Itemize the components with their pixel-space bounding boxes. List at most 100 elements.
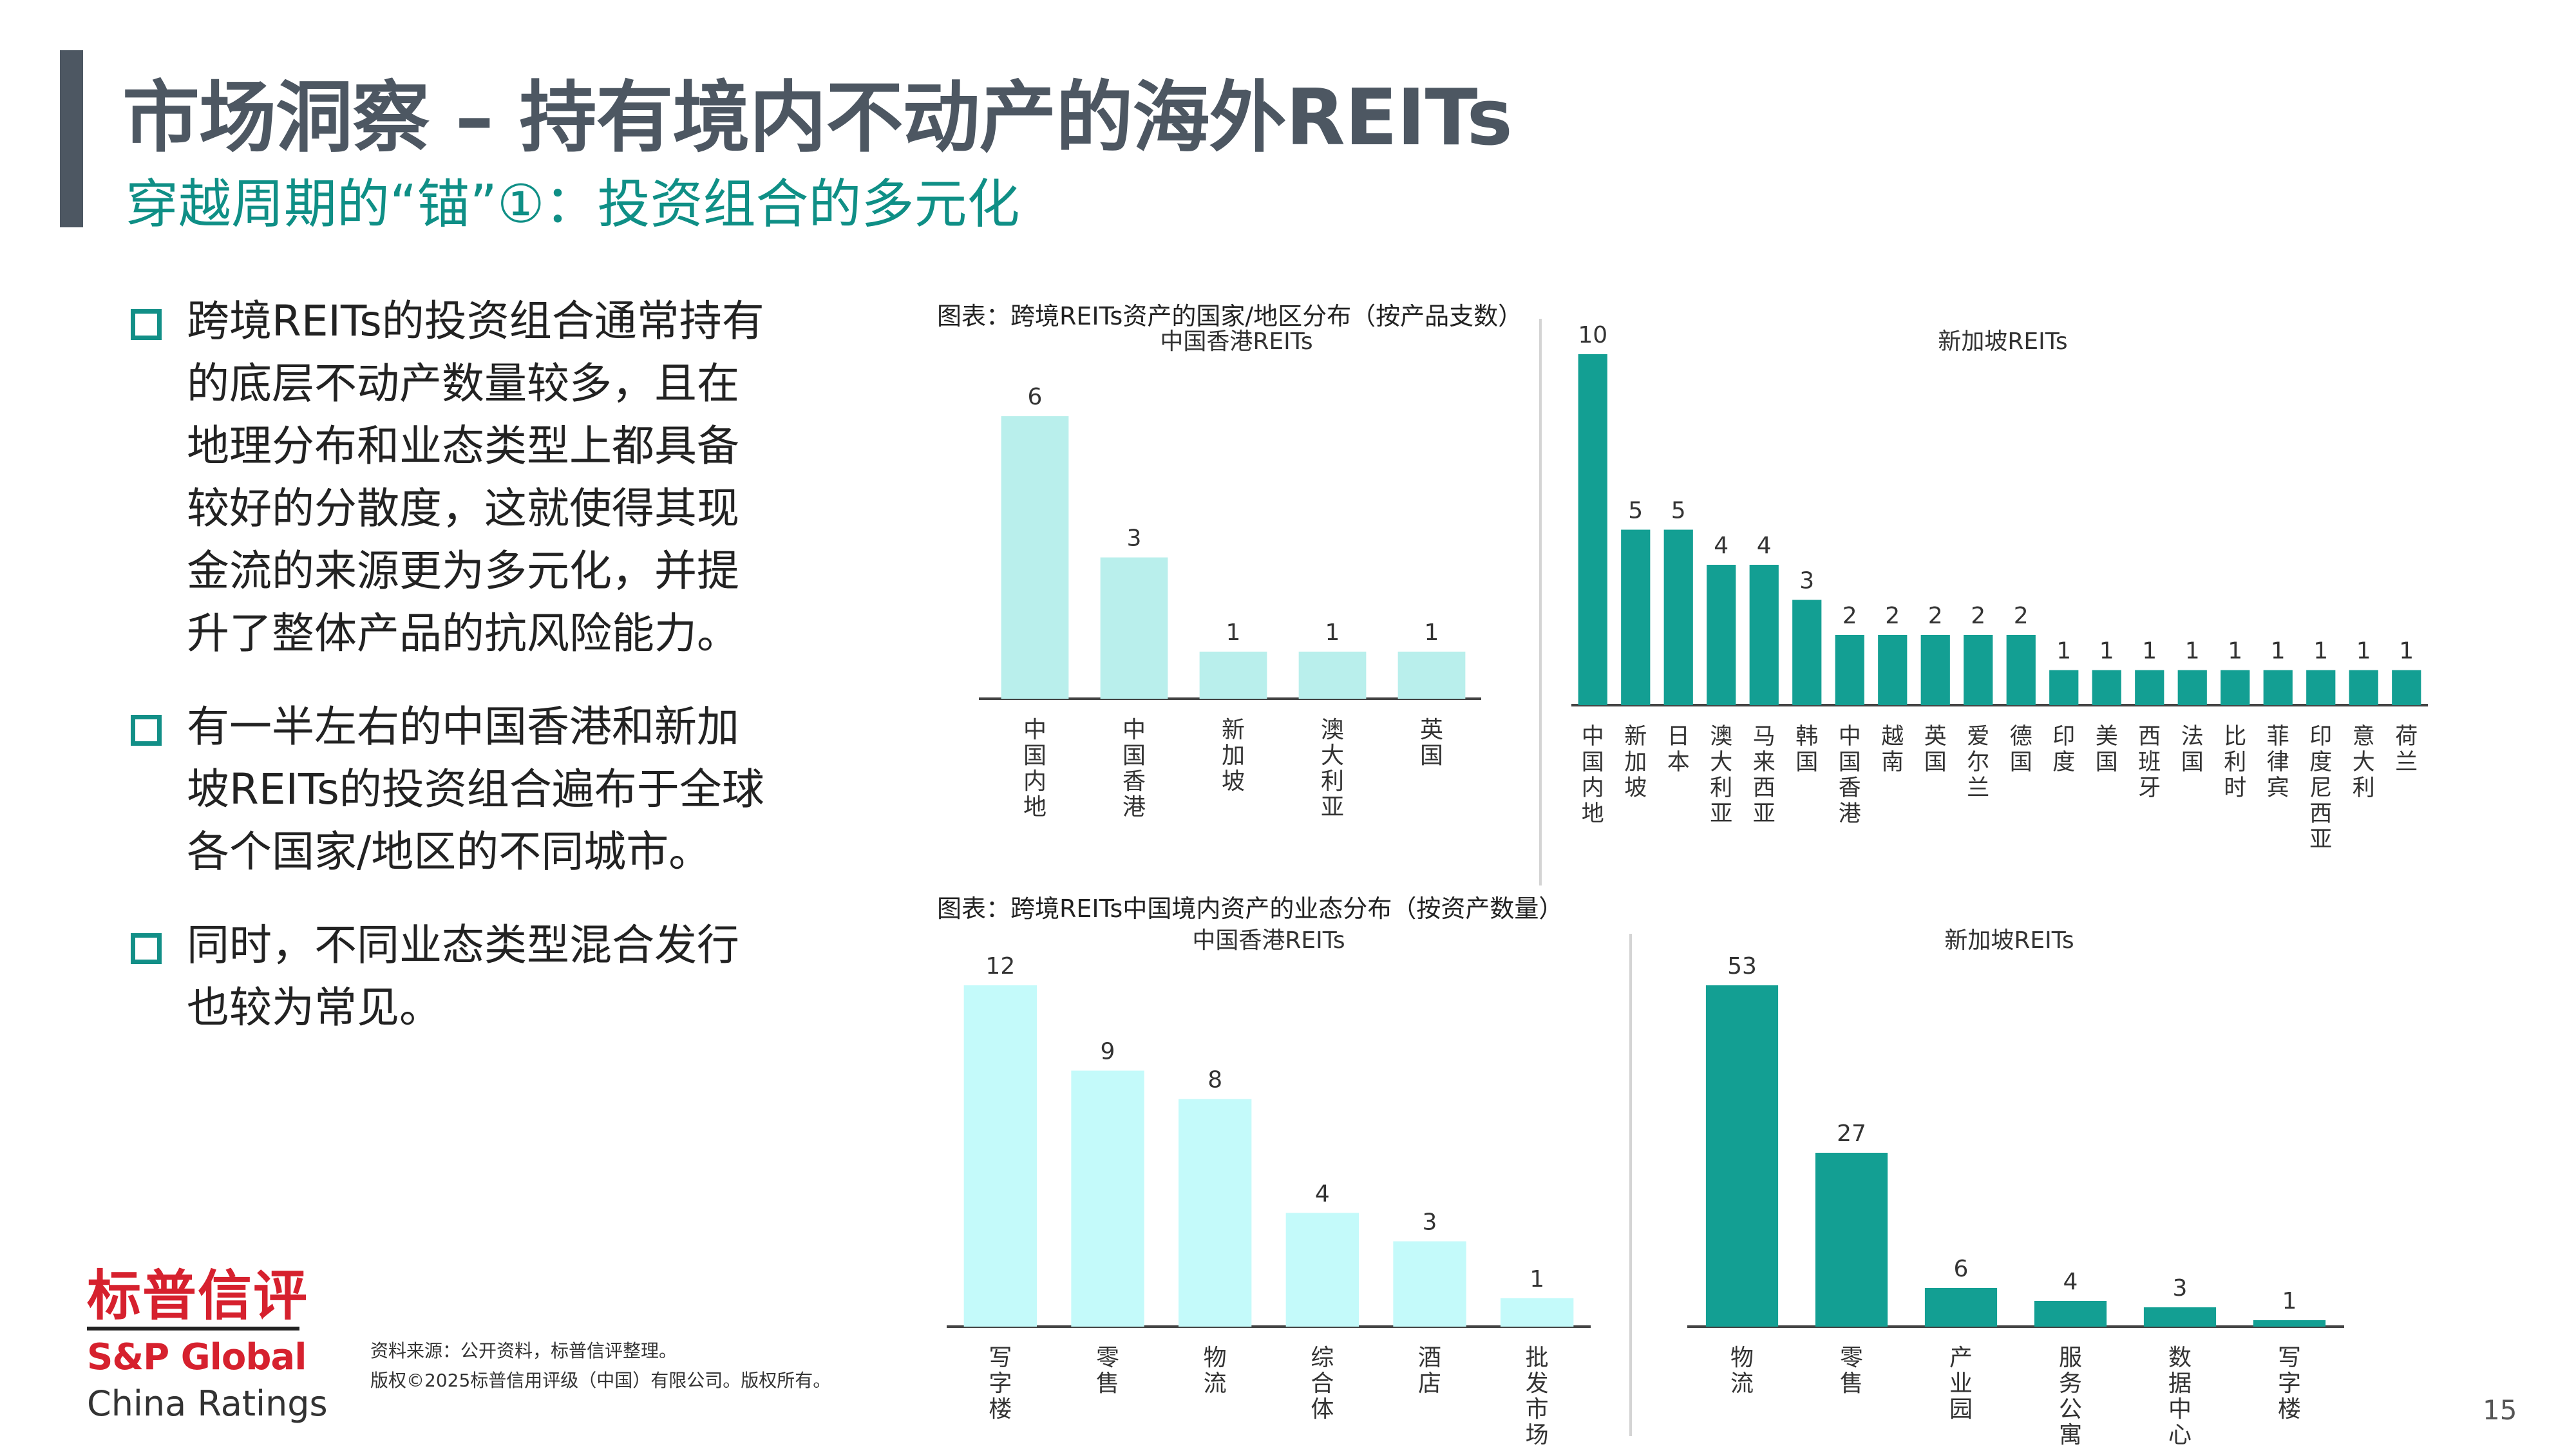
- bar: [2263, 670, 2293, 705]
- chart-caption-bottom: 图表：跨境REITs中国境内资产的业态分布（按资产数量）: [937, 895, 1564, 923]
- logo-cn: 标普信评: [87, 1264, 309, 1327]
- value-label: 1: [2056, 638, 2071, 665]
- logo-sub: China Ratings: [87, 1383, 328, 1424]
- category-label: 荷兰: [2395, 724, 2418, 775]
- value-label: 4: [2063, 1269, 2078, 1295]
- bar: [2006, 635, 2036, 705]
- value-label: 8: [1208, 1067, 1222, 1094]
- category-label: 菲律宾: [2267, 724, 2289, 801]
- chart-hk-country: 中国香港REITs 6 中国内地 3 中国香港 1 新加坡 1 澳大利亚 1 英国: [979, 328, 1481, 820]
- category-label: 批发市场: [1526, 1345, 1549, 1448]
- value-label: 1: [2399, 638, 2414, 665]
- bullet-text: 有一半左右的中国香港和新加坡REITs的投资组合遍布于全球各个国家/地区的不同城…: [187, 702, 764, 876]
- category-label: 西班牙: [2138, 724, 2161, 801]
- bar: [1501, 1298, 1574, 1327]
- square-bullet-icon: [131, 309, 162, 340]
- value-label: 1: [1226, 620, 1241, 646]
- bar: [1663, 529, 1693, 705]
- bar: [1920, 635, 1950, 705]
- value-label: 3: [1127, 526, 1142, 552]
- category-label: 中国内地: [1023, 717, 1046, 820]
- category-label: 数据中心: [2168, 1345, 2192, 1448]
- value-label: 1: [2313, 638, 2328, 665]
- bar: [1835, 635, 1864, 705]
- category-label: 马来西亚: [1753, 724, 1776, 827]
- category-label: 产业园: [1949, 1345, 1973, 1423]
- bar: [2392, 670, 2421, 705]
- copyright-line: 版权©2025标普信用评级（中国）有限公司。版权所有。: [370, 1370, 831, 1391]
- bar: [1071, 1070, 1144, 1327]
- category-label: 零售: [1096, 1345, 1119, 1397]
- chart-title: 新加坡REITs: [1938, 328, 2067, 355]
- page-title: 市场洞察 – 持有境内不动产的海外REITs: [122, 73, 1513, 163]
- category-label: 韩国: [1795, 724, 1818, 775]
- bullet-text: 跨境REITs的投资组合通常持有的底层不动产数量较多，且在地理分布和业态类型上都…: [187, 296, 764, 658]
- category-label: 英国: [1420, 717, 1443, 769]
- value-label: 1: [2185, 638, 2200, 665]
- category-label: 中国香港: [1839, 724, 1861, 827]
- category-label: 中国内地: [1582, 724, 1604, 827]
- value-label: 1: [2356, 638, 2371, 665]
- category-label: 澳大利亚: [1710, 724, 1732, 827]
- bar: [2034, 1301, 2107, 1327]
- bar: [2349, 670, 2378, 705]
- chart-caption-top: 图表：跨境REITs资产的国家/地区分布（按产品支数）: [937, 302, 1523, 330]
- bar: [2221, 670, 2250, 705]
- category-label: 日本: [1667, 724, 1690, 775]
- value-label: 6: [1954, 1256, 1969, 1282]
- bar: [1199, 651, 1267, 699]
- bar: [1815, 1153, 1888, 1327]
- category-label: 酒店: [1418, 1345, 1441, 1397]
- category-label: 写字楼: [989, 1345, 1012, 1423]
- source-line: 资料来源：公开资料，标普信评整理。: [370, 1340, 677, 1361]
- bullet-text: 同时，不同业态类型混合发行也较为常见。: [187, 920, 739, 1032]
- bullet-item: 有一半左右的中国香港和新加坡REITs的投资组合遍布于全球各个国家/地区的不同城…: [126, 696, 770, 883]
- value-label: 2: [2014, 603, 2029, 629]
- bar: [2306, 670, 2336, 705]
- category-label: 印度: [2052, 724, 2075, 775]
- bar: [2253, 1320, 2326, 1327]
- value-label: 4: [1757, 533, 1772, 559]
- value-label: 2: [1885, 603, 1900, 629]
- title-accent-bar: [60, 50, 83, 227]
- category-label: 爱尔兰: [1967, 724, 1989, 801]
- value-label: 2: [1928, 603, 1943, 629]
- bar: [1621, 529, 1651, 705]
- bar: [1749, 565, 1779, 705]
- bar: [1964, 635, 1993, 705]
- square-bullet-icon: [131, 715, 162, 746]
- category-label: 意大利: [2353, 724, 2375, 801]
- category-label: 比利时: [2224, 724, 2246, 801]
- chart-title: 中国香港REITs: [1160, 328, 1312, 355]
- category-label: 新加坡: [1624, 724, 1647, 801]
- bar: [2135, 670, 2164, 705]
- value-label: 3: [1799, 568, 1814, 594]
- value-label: 1: [2142, 638, 2157, 665]
- bar: [2143, 1307, 2217, 1327]
- value-label: 1: [1530, 1266, 1544, 1293]
- logo-en: S&P Global: [87, 1336, 307, 1378]
- bar: [1285, 1213, 1359, 1327]
- bullet-list: 跨境REITs的投资组合通常持有的底层不动产数量较多，且在地理分布和业态类型上都…: [126, 290, 770, 1070]
- value-label: 4: [1315, 1180, 1330, 1207]
- value-label: 12: [985, 953, 1015, 980]
- category-label: 印度尼西亚: [2309, 724, 2332, 853]
- chart-hk-sector: 中国香港REITs 12 写字楼 9 零售 8 物流 4 综合体 3 酒店 1 批发市场: [947, 927, 1591, 1448]
- chart-divider-top: [1539, 319, 1542, 886]
- bar: [2177, 670, 2207, 705]
- bar: [1792, 600, 1822, 705]
- value-label: 5: [1671, 498, 1686, 524]
- category-label: 物流: [1730, 1345, 1754, 1397]
- bar: [1878, 635, 1908, 705]
- bar: [1179, 1099, 1252, 1327]
- category-label: 英国: [1924, 724, 1947, 775]
- category-label: 德国: [2010, 724, 2032, 775]
- value-label: 1: [2228, 638, 2242, 665]
- value-label: 3: [1423, 1209, 1437, 1236]
- chart-title: 中国香港REITs: [1192, 927, 1345, 954]
- value-label: 2: [1971, 603, 1985, 629]
- value-label: 5: [1628, 498, 1643, 524]
- value-label: 10: [1578, 322, 1607, 348]
- bar: [2092, 670, 2121, 705]
- value-label: 53: [1727, 953, 1757, 980]
